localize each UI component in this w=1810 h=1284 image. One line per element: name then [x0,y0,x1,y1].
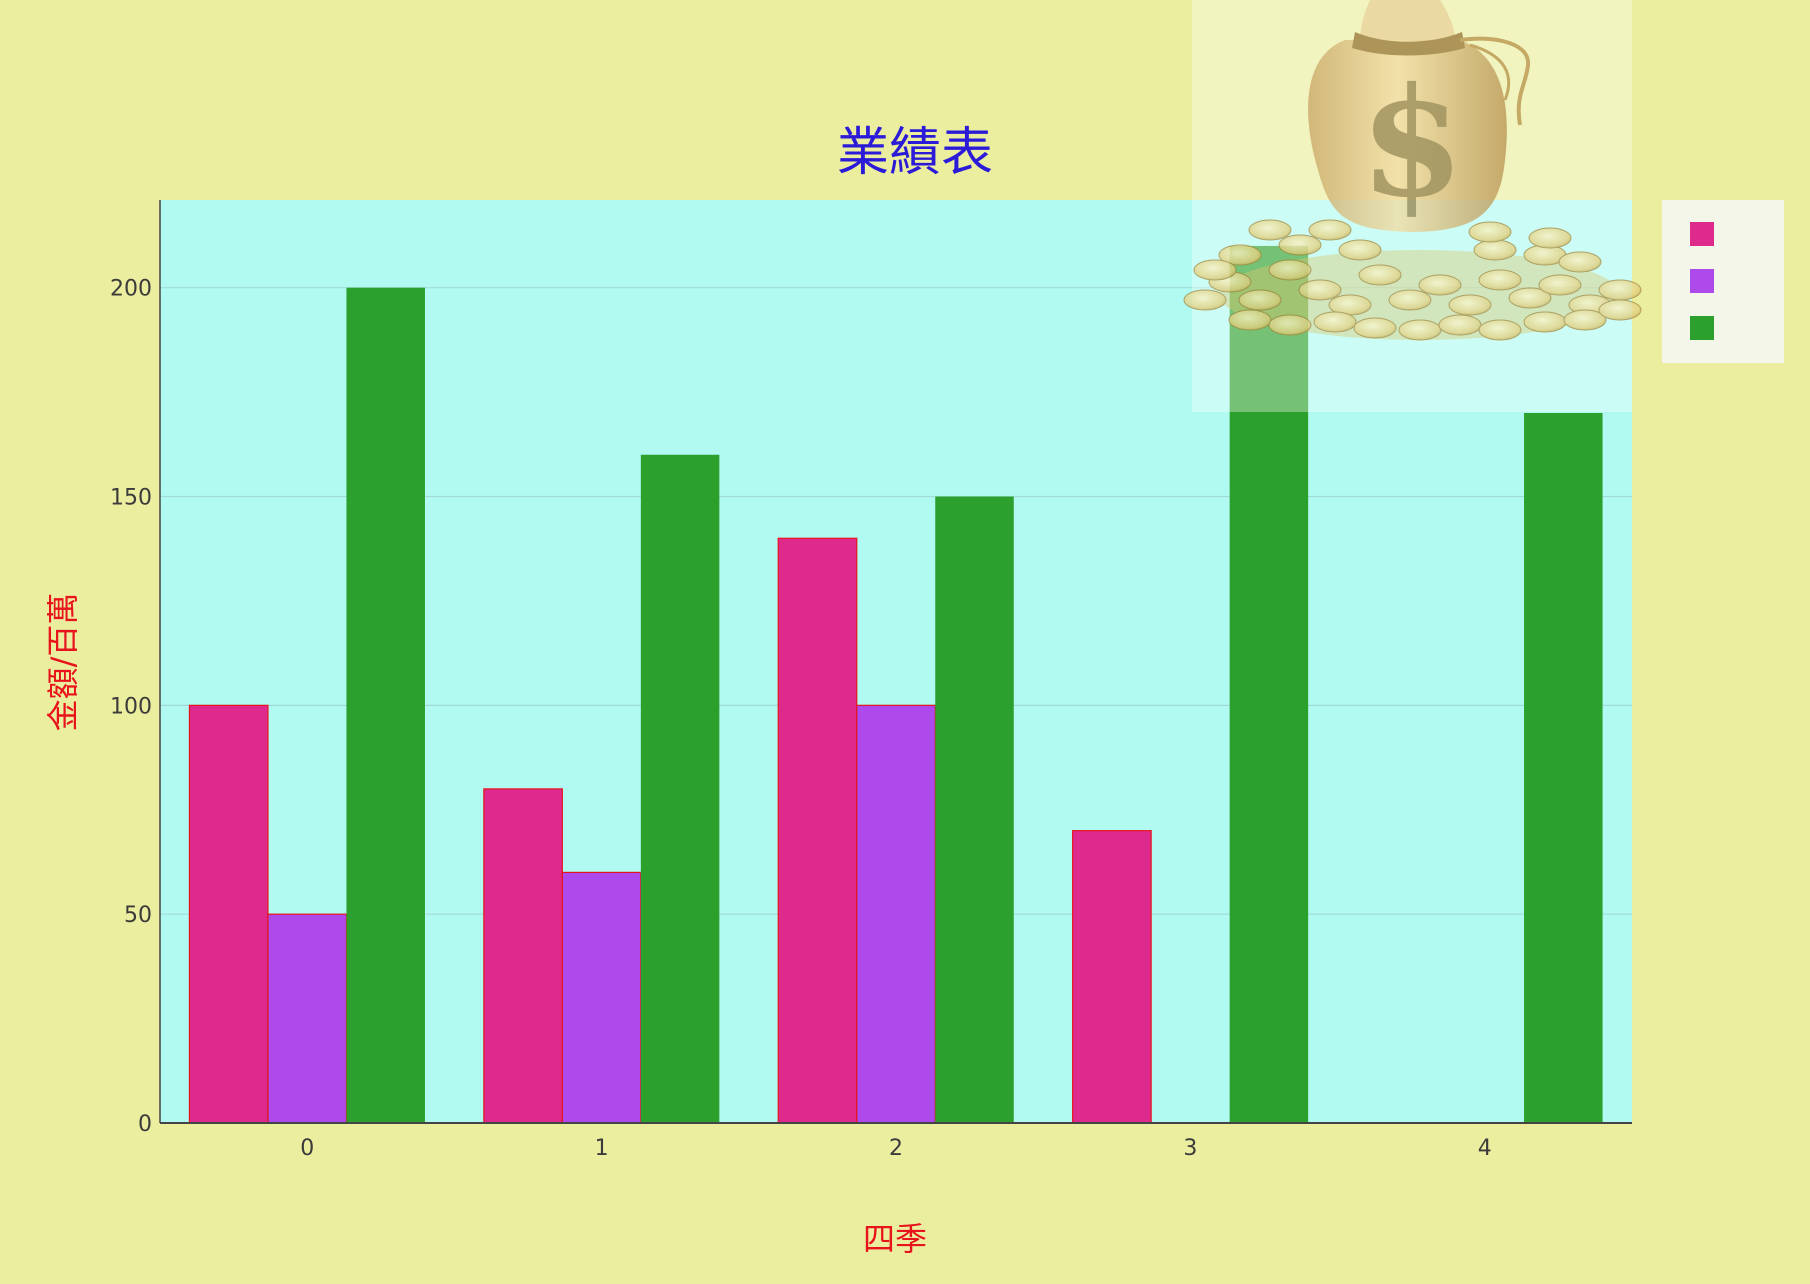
coin-icon [1228,309,1272,331]
chart-title: 業績表 [837,123,993,183]
legend[interactable] [1662,200,1784,363]
bar[interactable] [483,788,563,1124]
y-tick-label: 200 [110,277,152,302]
svg-text:$: $ [1360,55,1464,231]
coin-icon [1353,317,1397,339]
x-axis-title: 四季 [863,1220,927,1258]
coin-icon [1418,274,1462,296]
bar[interactable] [346,287,425,1123]
y-tick-label: 0 [138,1112,152,1137]
coin-icon [1248,219,1292,241]
coin-icon [1218,244,1262,266]
coin-icon [1193,259,1237,281]
coin-icon [1298,279,1342,301]
bars-layer [188,245,1603,1124]
legend-swatch[interactable] [1690,269,1714,293]
coin-icon [1183,289,1227,311]
y-tick-label: 100 [110,694,152,719]
x-tick-label: 2 [889,1136,903,1161]
coin-icon [1598,279,1642,301]
coin-icon [1438,314,1482,336]
coin-icon [1523,311,1567,333]
bar[interactable] [1229,245,1309,1124]
bar[interactable] [267,913,348,1124]
coin-icon [1478,269,1522,291]
x-tick-label: 0 [300,1136,314,1161]
bar[interactable] [777,537,858,1124]
x-tick-labels: 0 1 2 3 4 [300,1136,1492,1161]
money-bag-icon: $ [1183,0,1642,412]
coin-icon [1468,221,1512,243]
coin-icon [1268,314,1312,336]
legend-swatch[interactable] [1690,316,1714,340]
coin-icon [1528,227,1572,249]
legend-box [1662,200,1784,363]
coin-icon [1473,239,1517,261]
y-axis-title: 金額/百萬 [44,593,82,732]
y-tick-label: 150 [110,486,152,511]
coin-icon [1478,319,1522,341]
coin-icon [1598,299,1642,321]
coin-icon [1308,219,1352,241]
legend-swatch[interactable] [1690,222,1714,246]
bar[interactable] [188,704,269,1124]
bar[interactable] [640,454,720,1123]
coin-icon [1358,264,1402,286]
coin-icon [1278,234,1322,256]
y-tick-labels: 0 50 100 150 200 [110,277,152,1137]
x-tick-label: 4 [1478,1136,1492,1161]
bar[interactable] [935,496,1014,1123]
x-tick-label: 3 [1183,1136,1197,1161]
coin-icon [1398,319,1442,341]
bar[interactable] [561,871,642,1124]
coin-icon [1238,289,1282,311]
coin-icon [1388,289,1432,311]
x-tick-label: 1 [595,1136,609,1161]
coin-icon [1313,311,1357,333]
coin-icon [1563,309,1607,331]
y-tick-label: 50 [124,903,152,928]
bar[interactable] [1524,413,1603,1123]
coin-icon [1338,239,1382,261]
coin-icon [1558,251,1602,273]
coin-icon [1268,259,1312,281]
coin-icon [1448,294,1492,316]
coin-icon [1508,287,1552,309]
bar[interactable] [1072,830,1152,1124]
bar[interactable] [856,704,936,1124]
coin-icon [1538,274,1582,296]
